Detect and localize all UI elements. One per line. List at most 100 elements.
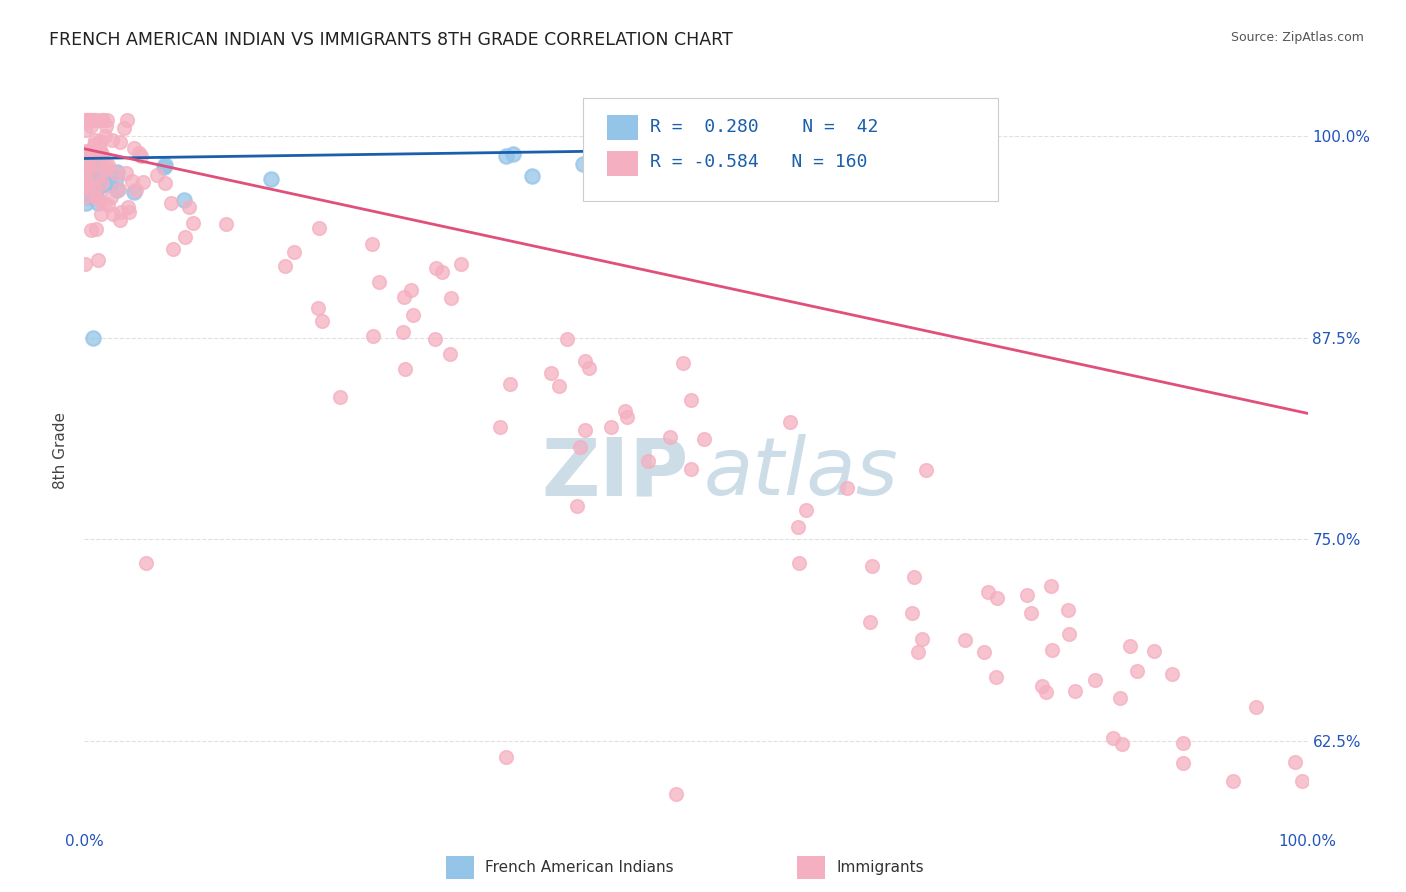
Point [108, 135, 131, 149]
Point [101, 133, 124, 147]
Point [1109, 691, 1132, 706]
Point [152, 160, 174, 174]
Point [83, 165, 105, 179]
Point [87, 181, 110, 195]
Point [1057, 602, 1080, 616]
Point [425, 261, 447, 276]
Point [616, 410, 638, 425]
Point [1143, 644, 1166, 658]
Point [368, 275, 391, 289]
Point [907, 644, 929, 658]
Point [90, 147, 112, 161]
Point [153, 176, 176, 190]
Point [86, 166, 108, 180]
Point [181, 216, 204, 230]
Point [73, 123, 96, 137]
Point [75, 112, 97, 127]
Point [105, 183, 128, 197]
Point [80, 223, 103, 237]
Point [1161, 667, 1184, 681]
Point [83, 166, 105, 180]
Point [80, 112, 103, 127]
Point [89, 207, 111, 221]
Text: R = -0.584   N = 160: R = -0.584 N = 160 [650, 153, 868, 171]
Point [90, 112, 112, 127]
Point [797, 151, 820, 165]
Point [557, 332, 579, 346]
Point [1284, 755, 1306, 769]
Point [614, 404, 637, 418]
Point [128, 145, 150, 160]
Point [93, 112, 115, 127]
Point [392, 325, 415, 339]
Point [94, 163, 117, 178]
Point [155, 157, 177, 171]
Point [499, 377, 522, 392]
Point [986, 591, 1008, 605]
Point [96, 198, 118, 212]
Point [903, 570, 925, 584]
Point [105, 170, 128, 185]
Point [86, 112, 108, 127]
Point [115, 112, 138, 127]
Point [86, 191, 108, 205]
Point [89, 145, 111, 160]
Point [75, 144, 97, 158]
Point [77, 178, 100, 192]
Point [679, 393, 702, 408]
Point [392, 290, 415, 304]
Point [83, 112, 105, 127]
Point [977, 585, 1000, 599]
Point [1057, 627, 1080, 641]
Point [439, 347, 461, 361]
Point [76, 112, 98, 127]
Point [122, 141, 145, 155]
Point [90, 164, 112, 178]
Point [82, 178, 104, 193]
Point [177, 201, 200, 215]
Point [450, 256, 472, 270]
Point [135, 557, 157, 571]
Point [91, 176, 114, 190]
Point [399, 284, 422, 298]
Point [274, 259, 297, 273]
Point [108, 212, 131, 227]
Point [547, 378, 569, 392]
Point [83, 168, 105, 182]
Point [578, 361, 600, 376]
Point [132, 175, 155, 189]
Point [75, 180, 97, 194]
Point [80, 184, 103, 198]
Point [94, 128, 117, 143]
Point [77, 112, 100, 127]
Y-axis label: 8th Grade: 8th Grade [53, 412, 69, 489]
Point [82, 330, 104, 344]
Point [955, 632, 977, 647]
Point [910, 632, 932, 646]
Point [637, 454, 659, 468]
Point [308, 301, 330, 315]
Point [714, 145, 737, 159]
Point [110, 205, 132, 219]
Point [787, 520, 810, 534]
Point [1222, 774, 1244, 789]
Text: R =  0.280    N =  42: R = 0.280 N = 42 [650, 118, 877, 136]
Point [495, 750, 517, 764]
Point [162, 242, 184, 256]
Point [283, 245, 305, 260]
Point [489, 420, 512, 434]
Point [1040, 579, 1063, 593]
Point [77, 178, 100, 193]
Point [859, 615, 882, 630]
Point [1291, 774, 1313, 789]
Point [779, 415, 801, 429]
Point [311, 314, 333, 328]
Point [76, 184, 98, 198]
Point [76, 190, 98, 204]
Point [77, 158, 100, 172]
Point [860, 558, 883, 573]
Point [1111, 737, 1133, 751]
Point [260, 172, 283, 186]
Point [423, 332, 446, 346]
Point [75, 175, 97, 189]
